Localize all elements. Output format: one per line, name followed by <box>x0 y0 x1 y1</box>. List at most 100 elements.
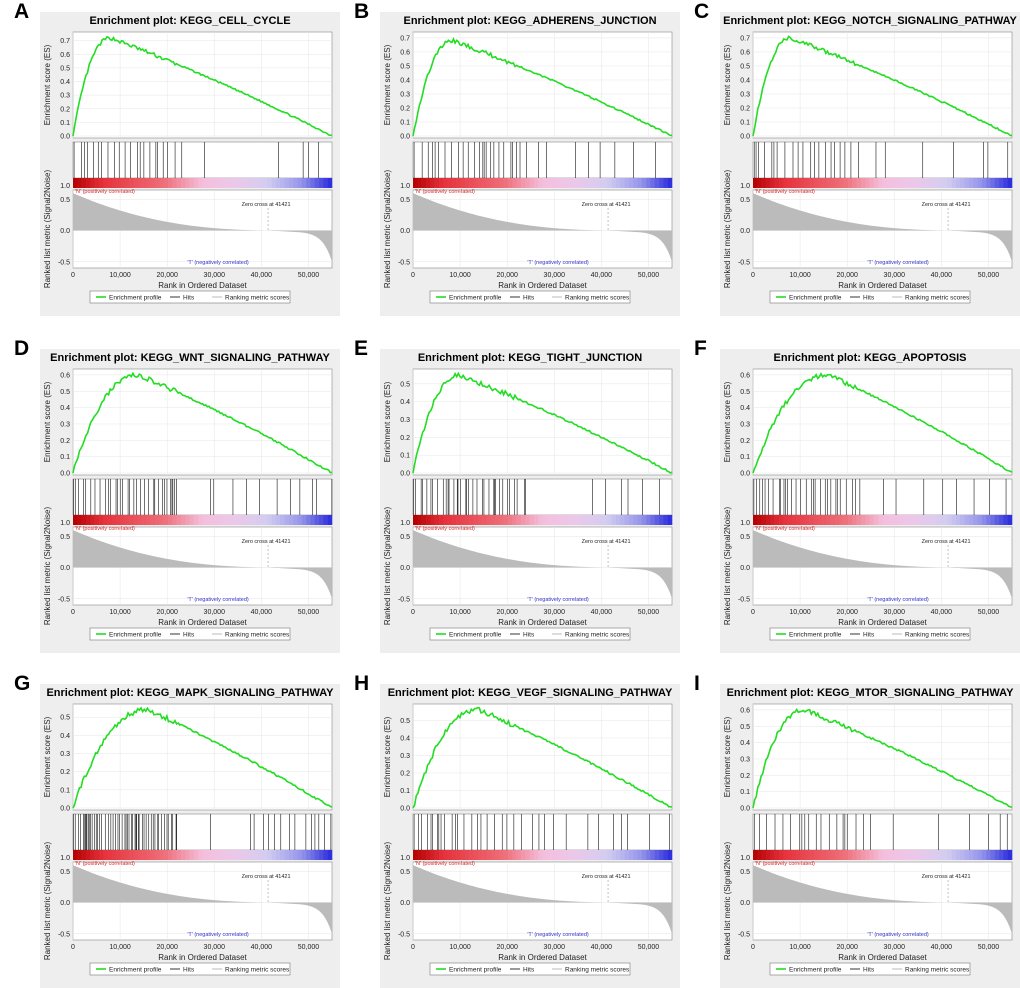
rank-color-segment <box>202 178 208 188</box>
rank-color-segment <box>594 850 599 860</box>
rank-color-segment <box>262 515 268 525</box>
rank-color-segment <box>237 850 242 860</box>
rank-color-segment <box>499 178 504 188</box>
legend: Enrichment profile Hits Ranking metric sco… <box>429 627 631 641</box>
rank-color-segment <box>912 515 918 525</box>
ranking-metric-area <box>413 530 672 599</box>
legend-hits: Hits <box>183 967 195 974</box>
rank-color-segment <box>211 850 216 860</box>
es-tick-label: 0.4 <box>60 733 70 740</box>
rank-color-segment <box>284 850 290 860</box>
rank-color-segment <box>275 515 281 525</box>
rank-color-segment <box>215 178 221 188</box>
rank-color-segment <box>813 850 819 860</box>
rank-color-segment <box>146 515 151 525</box>
rank-color-segment <box>525 850 530 860</box>
rank-color-segment <box>577 178 582 188</box>
es-y-label: Enrichment score (ES) <box>383 381 392 462</box>
rank-tick-label: -0.5 <box>738 931 750 938</box>
rank-color-segment <box>198 850 203 860</box>
rank-color-segment <box>142 178 147 188</box>
es-y-label: Enrichment score (ES) <box>723 716 732 797</box>
rank-color-segment <box>81 178 87 188</box>
hits-plot-area <box>412 813 673 851</box>
es-plot-area <box>752 368 1013 476</box>
rank-color-segment <box>602 178 608 188</box>
x-tick-label: 40,000 <box>591 609 613 616</box>
enrichment-profile-line <box>752 35 1013 137</box>
rank-y-label: Ranked list metric (Signal2Noise) <box>43 170 52 289</box>
positive-correlated-label: 'N' (positively correlated) <box>75 861 135 867</box>
enrichment-profile-line <box>752 707 1013 809</box>
rank-color-segment <box>211 178 216 188</box>
rank-color-segment <box>180 850 186 860</box>
rank-color-segment <box>865 850 870 860</box>
rank-color-segment <box>456 178 461 188</box>
es-tick-label: 0.2 <box>400 435 410 442</box>
rank-color-segment <box>107 178 113 188</box>
rank-color-segment <box>490 515 496 525</box>
es-tick-label: 0.4 <box>740 740 750 747</box>
es-tick-label: 0.0 <box>400 806 410 813</box>
rank-color-segment <box>826 515 831 525</box>
legend-ranking-metric: Ranking metric scores <box>225 632 290 639</box>
rank-color-segment <box>275 178 281 188</box>
rank-color-segment <box>860 850 866 860</box>
rank-color-segment <box>327 515 333 525</box>
rank-color-segment <box>934 850 939 860</box>
legend-ranking-metric: Ranking metric scores <box>565 632 630 639</box>
rank-color-segment <box>869 850 875 860</box>
rank-color-segment <box>757 178 762 188</box>
rank-color-segment <box>804 178 810 188</box>
rank-color-segment <box>791 850 797 860</box>
rank-color-segment <box>120 178 126 188</box>
x-tick-label: 10,000 <box>449 609 471 616</box>
rank-color-segment <box>314 178 320 188</box>
x-tick-label: 50,000 <box>298 272 320 279</box>
rank-color-segment <box>124 850 130 860</box>
rank-tick-label: 0.5 <box>740 534 750 541</box>
rank-color-segment <box>628 515 634 525</box>
rank-color-segment <box>633 178 638 188</box>
ranking-metric-area <box>753 193 1012 262</box>
rank-color-segment <box>172 850 177 860</box>
x-axis-label: Rank in Ordered Dataset <box>498 953 587 962</box>
rank-color-segment <box>430 178 435 188</box>
rank-tick-label: 0.5 <box>60 197 70 204</box>
positive-correlated-label: 'N' (positively correlated) <box>75 526 135 532</box>
rank-color-segment <box>942 178 948 188</box>
rank-color-segment <box>159 515 164 525</box>
rank-color-segment <box>245 515 251 525</box>
hits-group <box>753 142 1009 178</box>
rank-color-segment <box>206 178 212 188</box>
rank-color-segment <box>495 178 500 188</box>
rank-color-segment <box>306 850 311 860</box>
es-tick-label: 0.2 <box>740 773 750 780</box>
panel-label: C <box>694 0 710 23</box>
rank-color-segment <box>765 178 771 188</box>
rank-tick-label: 1.0 <box>740 520 750 527</box>
rank-color-segment <box>938 178 944 188</box>
rank-color-segment <box>198 178 203 188</box>
rank-color-segment <box>886 515 892 525</box>
rank-color-segment <box>421 178 427 188</box>
rank-color-segment <box>551 178 556 188</box>
rank-color-segment <box>451 178 457 188</box>
es-tick-label: 0.2 <box>740 438 750 445</box>
es-tick-label: 0.6 <box>740 372 750 379</box>
rank-color-segment <box>938 515 944 525</box>
enrichment-chart: Enrichment plot: KEGG_MAPK_SIGNALING_PAT… <box>40 684 340 988</box>
rank-color-segment <box>637 515 643 525</box>
rank-color-segment <box>271 850 277 860</box>
rank-color-segment <box>116 850 121 860</box>
x-tick-label: 30,000 <box>544 272 566 279</box>
es-tick-label: 0.1 <box>400 119 410 126</box>
x-tick-label: 10,000 <box>789 272 811 279</box>
rank-color-segment <box>124 515 130 525</box>
rank-color-segment <box>865 515 870 525</box>
negative-correlated-label: 'T' (negatively correlated) <box>867 597 929 603</box>
rank-color-segment <box>800 515 806 525</box>
x-tick-label: 30,000 <box>884 272 906 279</box>
rank-color-segment <box>650 515 656 525</box>
hits-group <box>413 142 656 178</box>
